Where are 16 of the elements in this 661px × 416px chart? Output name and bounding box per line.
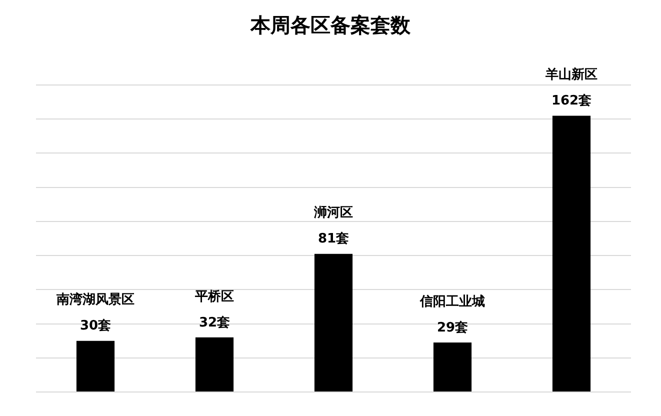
chart-title: 本周各区备案套数 [249,12,412,39]
x-tick-label: 信阳工业城 [419,294,485,310]
x-tick-label: 平桥区 [194,289,234,304]
bar [552,116,591,392]
x-tick-label: 羊山新区 [544,66,598,83]
data-label: 81套 [318,232,350,247]
bar [314,254,353,392]
data-label: 29套 [436,320,468,336]
data-label: 162套 [551,94,592,109]
x-tick-label: 浉河区 [313,206,353,221]
bar [195,337,234,392]
bar [76,340,115,392]
data-label: 30套 [80,318,112,334]
data-label: 32套 [198,315,230,330]
bar [433,342,472,392]
x-tick-label: 南湾湖风景区 [56,292,134,308]
